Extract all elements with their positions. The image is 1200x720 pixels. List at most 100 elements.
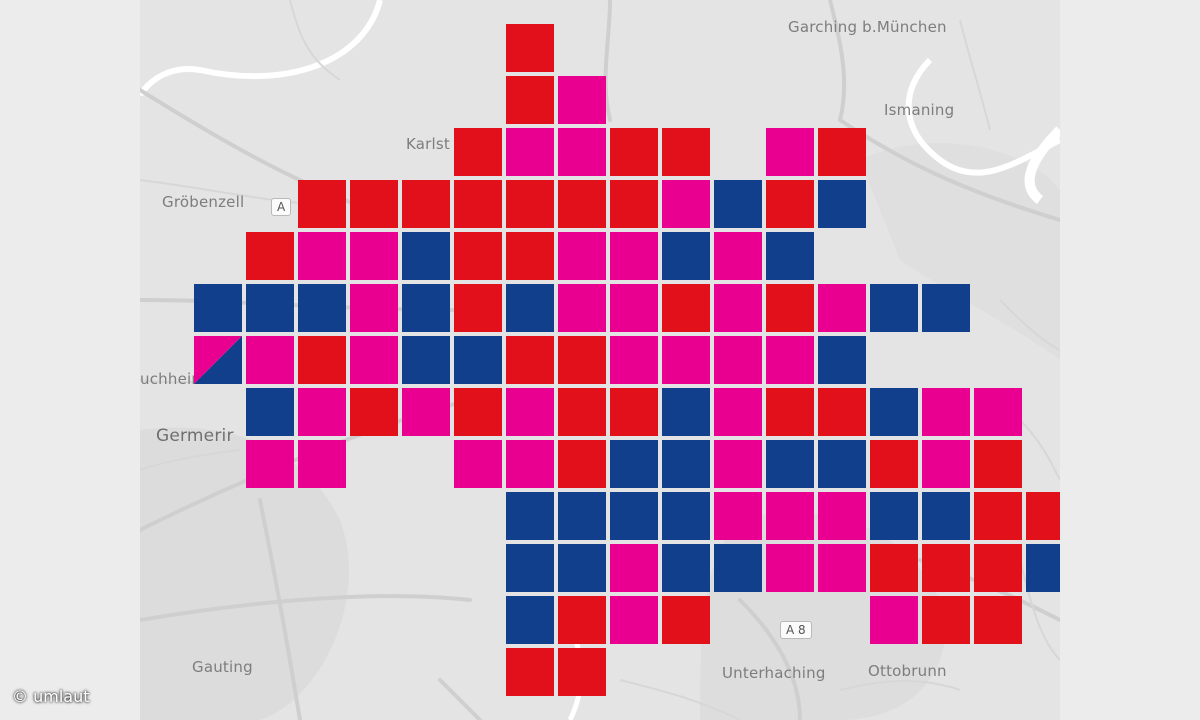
- grid-cell-red[interactable]: [454, 388, 502, 436]
- grid-cell-red[interactable]: [350, 180, 398, 228]
- grid-cell-red[interactable]: [506, 180, 554, 228]
- grid-cell-blue[interactable]: [662, 440, 710, 488]
- grid-cell-pink[interactable]: [662, 336, 710, 384]
- grid-cell-blue[interactable]: [506, 492, 554, 540]
- grid-cell-red[interactable]: [558, 388, 606, 436]
- grid-cell-pink[interactable]: [922, 388, 970, 436]
- grid-cell-red[interactable]: [870, 544, 918, 592]
- grid-cell-blue[interactable]: [194, 284, 242, 332]
- map-panel[interactable]: Garching b.München Ismaning Karlst Gröbe…: [140, 0, 1060, 720]
- grid-cell-blue[interactable]: [402, 336, 450, 384]
- grid-cell-blue[interactable]: [662, 232, 710, 280]
- grid-cell-pink[interactable]: [246, 440, 294, 488]
- grid-cell-blue[interactable]: [558, 544, 606, 592]
- grid-cell-pink[interactable]: [506, 440, 554, 488]
- grid-cell-red[interactable]: [870, 440, 918, 488]
- grid-cell-red[interactable]: [506, 336, 554, 384]
- grid-cell-blue[interactable]: [818, 180, 866, 228]
- grid-cell-pink[interactable]: [558, 128, 606, 176]
- grid-cell-pink[interactable]: [350, 232, 398, 280]
- grid-cell-pink[interactable]: [610, 232, 658, 280]
- grid-cell-split[interactable]: [194, 336, 242, 384]
- grid-cell-red[interactable]: [766, 180, 814, 228]
- grid-cell-pink[interactable]: [350, 284, 398, 332]
- grid-cell-blue[interactable]: [818, 440, 866, 488]
- grid-cell-pink[interactable]: [922, 440, 970, 488]
- grid-cell-red[interactable]: [922, 596, 970, 644]
- grid-cell-red[interactable]: [298, 180, 346, 228]
- grid-cell-pink[interactable]: [818, 284, 866, 332]
- grid-cell-pink[interactable]: [350, 336, 398, 384]
- grid-cell-pink[interactable]: [766, 544, 814, 592]
- grid-cell-pink[interactable]: [714, 232, 762, 280]
- grid-cell-red[interactable]: [974, 492, 1022, 540]
- grid-cell-blue[interactable]: [818, 336, 866, 384]
- grid-cell-blue[interactable]: [766, 440, 814, 488]
- grid-cell-pink[interactable]: [558, 232, 606, 280]
- grid-cell-red[interactable]: [506, 24, 554, 72]
- grid-cell-pink[interactable]: [298, 440, 346, 488]
- grid-cell-blue[interactable]: [246, 284, 294, 332]
- grid-cell-red[interactable]: [350, 388, 398, 436]
- grid-cell-pink[interactable]: [714, 336, 762, 384]
- grid-cell-blue[interactable]: [714, 544, 762, 592]
- grid-cell-red[interactable]: [558, 180, 606, 228]
- grid-cell-blue[interactable]: [922, 492, 970, 540]
- grid-cell-red[interactable]: [558, 336, 606, 384]
- grid-cell-pink[interactable]: [714, 440, 762, 488]
- grid-cell-pink[interactable]: [506, 388, 554, 436]
- grid-cell-red[interactable]: [402, 180, 450, 228]
- grid-cell-red[interactable]: [558, 648, 606, 696]
- grid-cell-pink[interactable]: [558, 284, 606, 332]
- grid-cell-pink[interactable]: [610, 596, 658, 644]
- grid-cell-red[interactable]: [506, 232, 554, 280]
- grid-cell-pink[interactable]: [766, 492, 814, 540]
- grid-cell-blue[interactable]: [662, 544, 710, 592]
- grid-cell-blue[interactable]: [870, 388, 918, 436]
- grid-cell-blue[interactable]: [610, 440, 658, 488]
- grid-cell-blue[interactable]: [558, 492, 606, 540]
- grid-cell-red[interactable]: [818, 128, 866, 176]
- grid-cell-pink[interactable]: [766, 336, 814, 384]
- grid-cell-blue[interactable]: [506, 284, 554, 332]
- grid-cell-red[interactable]: [298, 336, 346, 384]
- grid-cell-red[interactable]: [454, 128, 502, 176]
- grid-cell-pink[interactable]: [454, 440, 502, 488]
- grid-cell-red[interactable]: [818, 388, 866, 436]
- grid-cell-pink[interactable]: [610, 544, 658, 592]
- grid-cell-red[interactable]: [558, 596, 606, 644]
- grid-cell-pink[interactable]: [402, 388, 450, 436]
- grid-cell-blue[interactable]: [662, 388, 710, 436]
- grid-cell-blue[interactable]: [870, 492, 918, 540]
- grid-cell-blue[interactable]: [402, 284, 450, 332]
- grid-cell-blue[interactable]: [1026, 544, 1060, 592]
- grid-cell-pink[interactable]: [558, 76, 606, 124]
- grid-cell-pink[interactable]: [974, 388, 1022, 436]
- grid-cell-red[interactable]: [610, 128, 658, 176]
- grid-cell-pink[interactable]: [714, 284, 762, 332]
- grid-cell-red[interactable]: [662, 128, 710, 176]
- grid-cell-pink[interactable]: [246, 336, 294, 384]
- grid-cell-pink[interactable]: [298, 388, 346, 436]
- grid-cell-red[interactable]: [922, 544, 970, 592]
- grid-cell-red[interactable]: [766, 388, 814, 436]
- grid-cell-pink[interactable]: [870, 596, 918, 644]
- grid-cell-blue[interactable]: [766, 232, 814, 280]
- grid-cell-blue[interactable]: [246, 388, 294, 436]
- grid-cell-blue[interactable]: [402, 232, 450, 280]
- grid-cell-pink[interactable]: [766, 128, 814, 176]
- grid-cell-red[interactable]: [454, 284, 502, 332]
- grid-cell-pink[interactable]: [506, 128, 554, 176]
- grid-cell-blue[interactable]: [870, 284, 918, 332]
- grid-cell-pink[interactable]: [662, 180, 710, 228]
- grid-cell-red[interactable]: [246, 232, 294, 280]
- grid-cell-pink[interactable]: [818, 544, 866, 592]
- grid-cell-blue[interactable]: [506, 596, 554, 644]
- grid-cell-red[interactable]: [610, 180, 658, 228]
- grid-cell-blue[interactable]: [922, 284, 970, 332]
- grid-cell-red[interactable]: [506, 76, 554, 124]
- grid-cell-pink[interactable]: [818, 492, 866, 540]
- grid-cell-pink[interactable]: [298, 232, 346, 280]
- grid-cell-pink[interactable]: [610, 284, 658, 332]
- grid-cell-blue[interactable]: [298, 284, 346, 332]
